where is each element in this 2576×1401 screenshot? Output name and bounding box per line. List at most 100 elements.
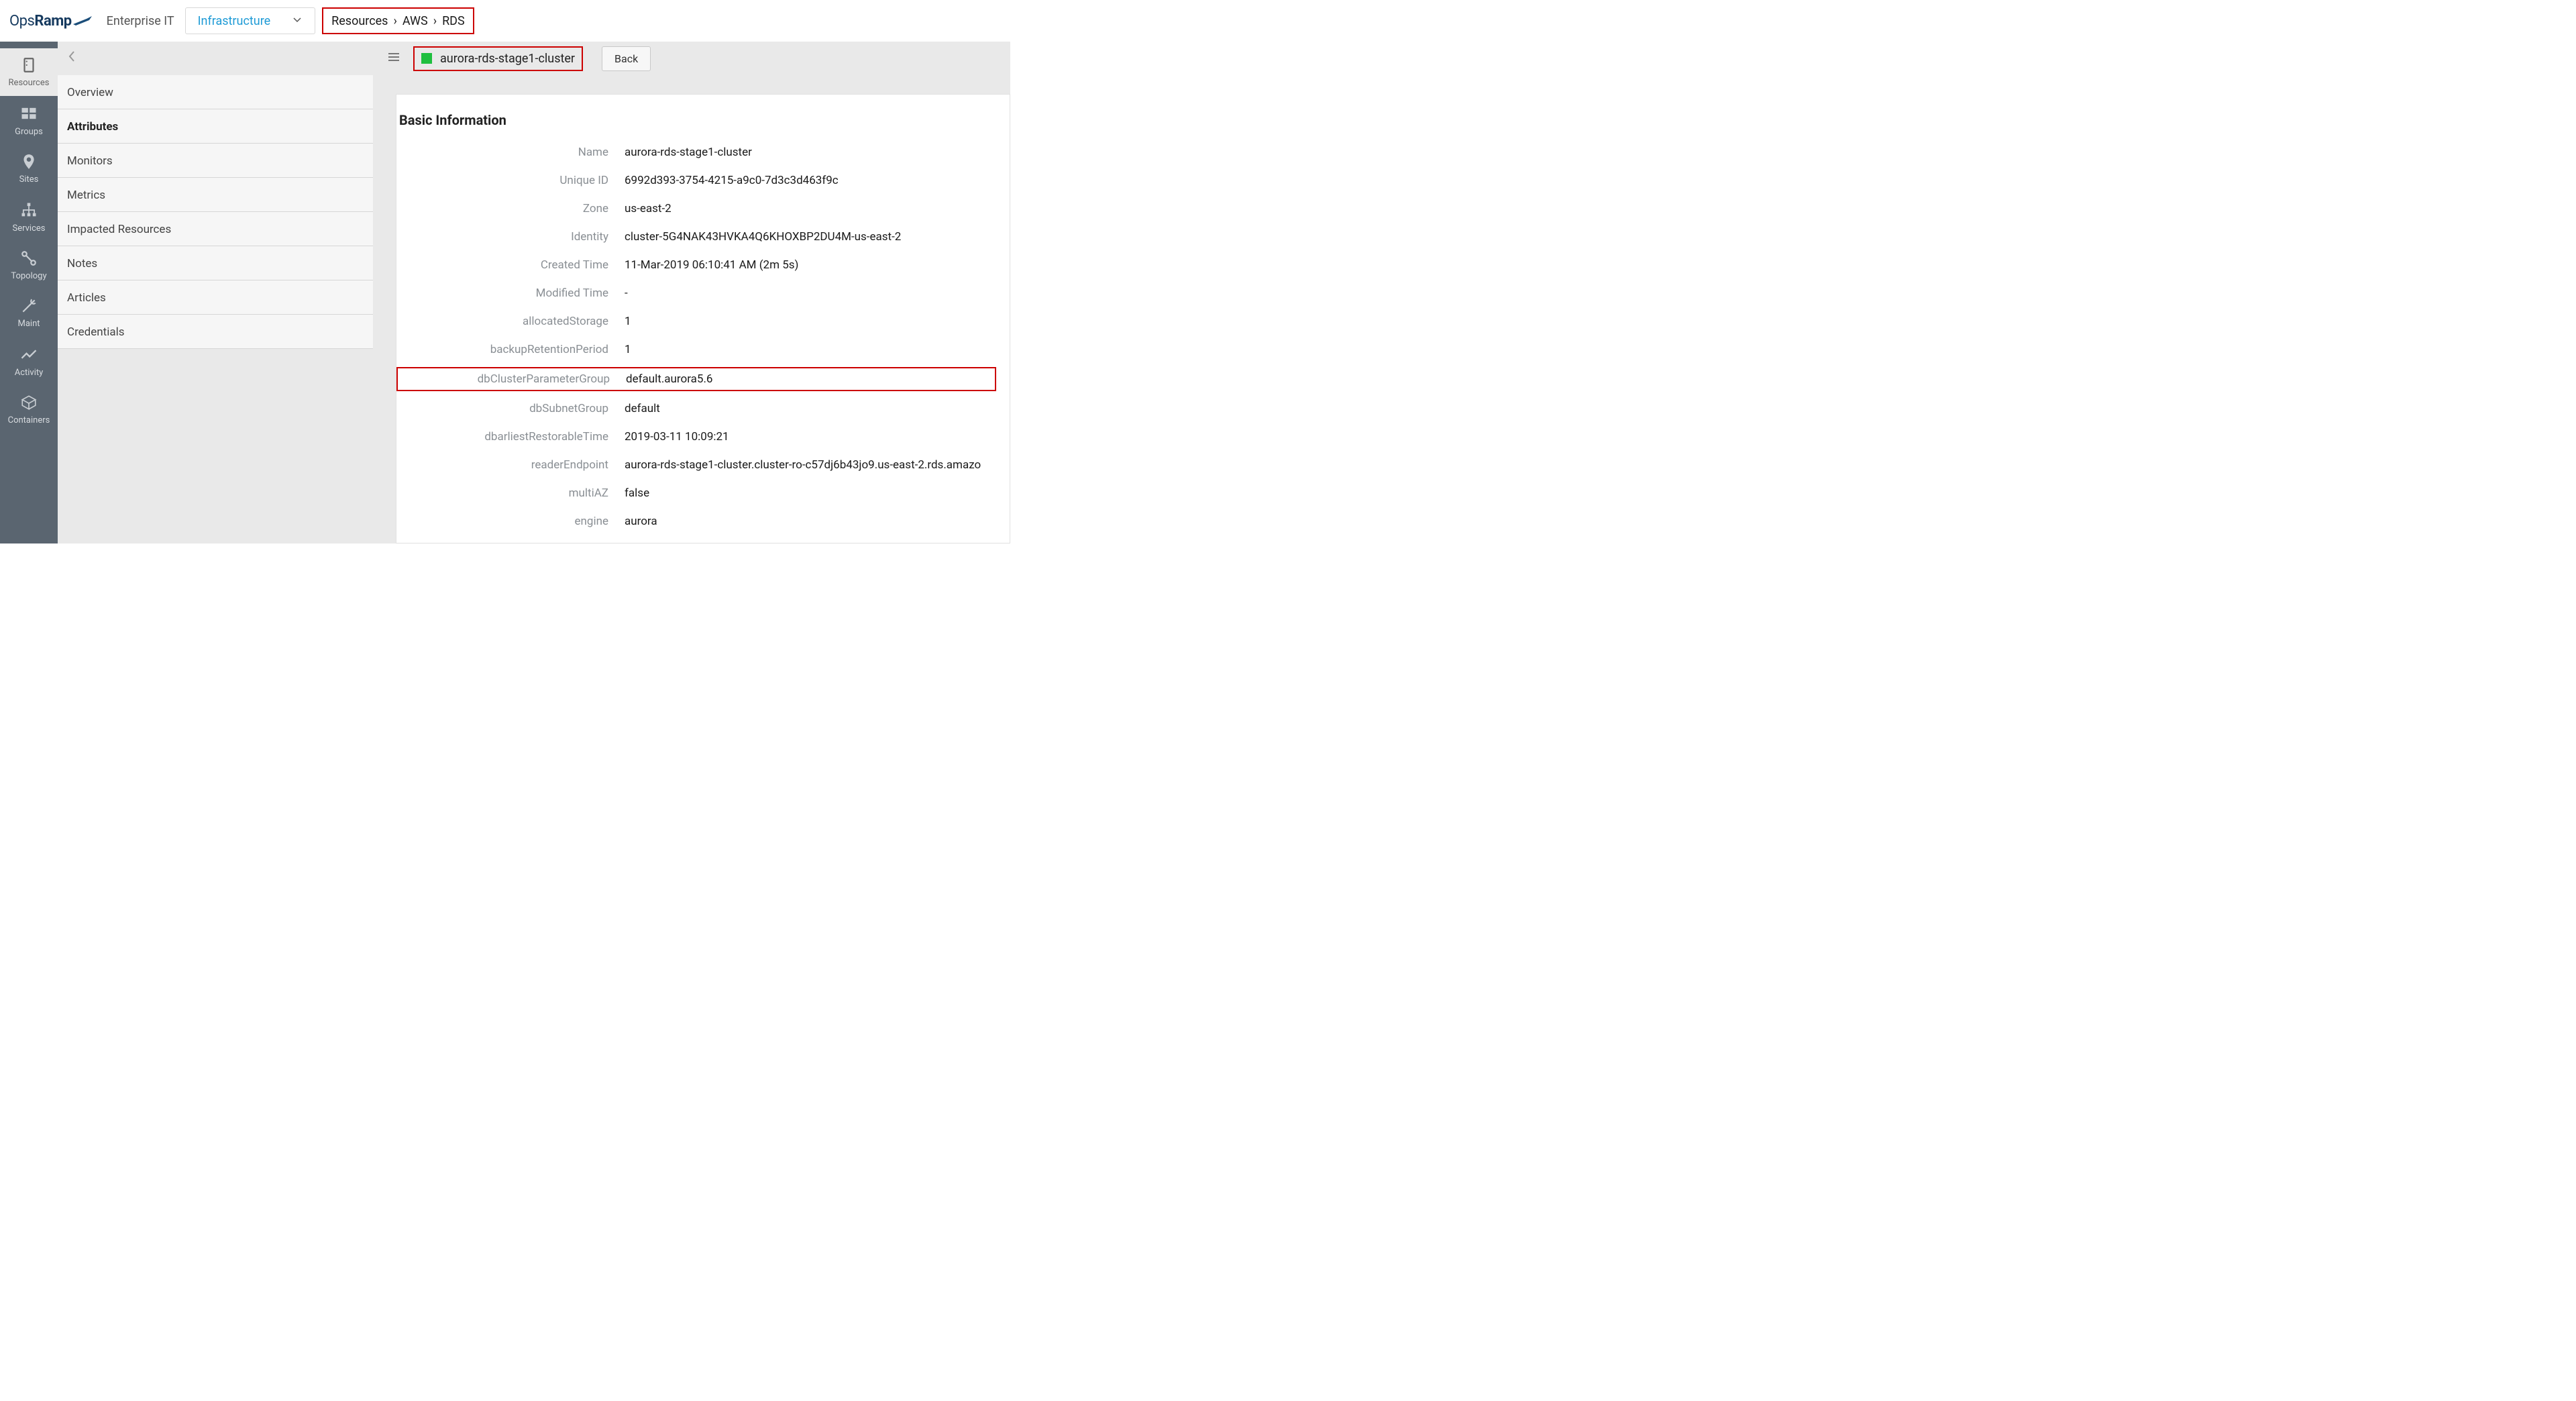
attr-value: us-east-2: [625, 202, 672, 215]
attr-value: cluster-5G4NAK43HVKA4Q6KHOXBP2DU4M-us-ea…: [625, 230, 901, 244]
section-dropdown-label: Infrastructure: [198, 14, 271, 28]
rail-item-topology[interactable]: Topology: [0, 242, 58, 289]
attr-row: Nameaurora-rds-stage1-cluster: [396, 146, 996, 159]
attr-value: -: [625, 287, 628, 300]
attr-row: allocatedStorage1: [396, 315, 996, 328]
attr-label: dbClusterParameterGroup: [398, 372, 626, 386]
tab-list: OverviewAttributesMonitorsMetricsImpacte…: [58, 75, 373, 349]
tab-overview[interactable]: Overview: [58, 75, 373, 109]
rail-item-groups[interactable]: Groups: [0, 96, 58, 145]
rail-label: Sites: [19, 174, 39, 185]
attr-value: 2019-03-11 10:09:21: [625, 430, 729, 444]
tab-monitors[interactable]: Monitors: [58, 144, 373, 178]
attr-label: Created Time: [396, 258, 625, 272]
attr-row: dbSubnetGroupdefault: [396, 402, 996, 415]
attr-label: engine: [396, 515, 625, 528]
tenant-label: Enterprise IT: [107, 14, 174, 28]
status-indicator-icon: [421, 53, 432, 64]
attr-label: readerEndpoint: [396, 458, 625, 472]
breadcrumb-item[interactable]: Resources: [331, 14, 388, 28]
rail-item-maint[interactable]: Maint: [0, 289, 58, 337]
attr-value: aurora: [625, 515, 657, 528]
attr-label: multiAZ: [396, 486, 625, 500]
attr-label: allocatedStorage: [396, 315, 625, 328]
resource-title-box: aurora-rds-stage1-cluster: [413, 46, 583, 71]
attr-value: aurora-rds-stage1-cluster: [625, 146, 752, 159]
top-bar: OpsRamp Enterprise IT Infrastructure Res…: [0, 0, 1010, 42]
breadcrumb-item[interactable]: AWS: [402, 14, 428, 28]
rail-item-resources[interactable]: Resources: [0, 48, 58, 96]
section-dropdown[interactable]: Infrastructure: [185, 7, 316, 34]
attr-row: backupRetentionPeriod1: [396, 343, 996, 356]
attr-label: Zone: [396, 202, 625, 215]
hierarchy-icon: [19, 201, 38, 219]
attr-row: Created Time11-Mar-2019 06:10:41 AM (2m …: [396, 258, 996, 272]
attr-value: default: [625, 402, 660, 415]
attr-value: 11-Mar-2019 06:10:41 AM (2m 5s): [625, 258, 798, 272]
tab-articles[interactable]: Articles: [58, 280, 373, 315]
rail-item-activity[interactable]: Activity: [0, 337, 58, 386]
attr-value: false: [625, 486, 649, 500]
tools-icon: [20, 297, 38, 315]
tab-credentials[interactable]: Credentials: [58, 315, 373, 349]
attr-row: engineaurora: [396, 515, 996, 528]
attr-label: backupRetentionPeriod: [396, 343, 625, 356]
tab-metrics[interactable]: Metrics: [58, 178, 373, 212]
groups-icon: [19, 104, 38, 123]
rail-item-containers[interactable]: Containers: [0, 386, 58, 433]
attr-row: dbarliestRestorableTime2019-03-11 10:09:…: [396, 430, 996, 444]
breadcrumb: Resources › AWS › RDS: [322, 7, 474, 34]
attr-row: multiAZfalse: [396, 486, 996, 500]
tabs-header: [58, 42, 373, 75]
tab-notes[interactable]: Notes: [58, 246, 373, 280]
rail-item-services[interactable]: Services: [0, 193, 58, 242]
breadcrumb-separator-icon: ›: [393, 14, 396, 28]
back-button[interactable]: Back: [602, 46, 651, 71]
chevron-down-icon: [292, 14, 303, 28]
brand-ramp: Ramp: [34, 13, 71, 30]
attr-value: 1: [625, 343, 631, 356]
attr-label: dbarliestRestorableTime: [396, 430, 625, 444]
detail-header: aurora-rds-stage1-cluster Back: [373, 42, 1010, 75]
breadcrumb-item[interactable]: RDS: [442, 14, 465, 28]
attr-label: dbSubnetGroup: [396, 402, 625, 415]
detail-column: aurora-rds-stage1-cluster Back Basic Inf…: [373, 42, 1010, 543]
rail-label: Groups: [15, 127, 43, 137]
rail-item-sites[interactable]: Sites: [0, 145, 58, 193]
main-area: Resources Groups Sites Services Topology…: [0, 42, 1010, 543]
rail-label: Containers: [8, 415, 50, 425]
rail-label: Topology: [11, 271, 46, 281]
hamburger-icon[interactable]: [386, 50, 401, 68]
attr-value: 6992d393-3754-4215-a9c0-7d3c3d463f9c: [625, 174, 839, 187]
attr-label: Name: [396, 146, 625, 159]
rail-label: Services: [13, 223, 46, 234]
attr-label: Unique ID: [396, 174, 625, 187]
resource-title: aurora-rds-stage1-cluster: [440, 52, 575, 66]
attr-value: default.aurora5.6: [626, 372, 726, 386]
basic-info-panel: Basic Information Nameaurora-rds-stage1-…: [396, 94, 1010, 543]
tab-impacted-resources[interactable]: Impacted Resources: [58, 212, 373, 246]
brand-logo: OpsRamp: [9, 13, 92, 30]
left-icon-rail: Resources Groups Sites Services Topology…: [0, 42, 58, 543]
back-chevron-icon[interactable]: [67, 50, 76, 67]
topology-icon: [20, 250, 38, 267]
brand-ops: Ops: [9, 13, 34, 30]
attr-label: Modified Time: [396, 287, 625, 300]
attr-value: 1: [625, 315, 631, 328]
activity-icon: [19, 345, 38, 364]
attr-row: dbClusterParameterGroupdefault.aurora5.6: [396, 367, 996, 391]
rail-label: Resources: [9, 78, 50, 88]
server-icon: [20, 56, 38, 74]
section-title: Basic Information: [399, 112, 996, 128]
rail-label: Activity: [15, 368, 44, 378]
attr-value: aurora-rds-stage1-cluster.cluster-ro-c57…: [625, 458, 981, 472]
cube-icon: [20, 394, 38, 411]
attr-row: Zoneus-east-2: [396, 202, 996, 215]
tab-attributes[interactable]: Attributes: [58, 109, 373, 144]
brand-swoosh-icon: [73, 16, 92, 25]
attr-row: readerEndpointaurora-rds-stage1-cluster.…: [396, 458, 996, 472]
rail-label: Maint: [17, 319, 40, 329]
attr-row: Identitycluster-5G4NAK43HVKA4Q6KHOXBP2DU…: [396, 230, 996, 244]
attr-row: Unique ID6992d393-3754-4215-a9c0-7d3c3d4…: [396, 174, 996, 187]
pin-icon: [20, 153, 38, 170]
